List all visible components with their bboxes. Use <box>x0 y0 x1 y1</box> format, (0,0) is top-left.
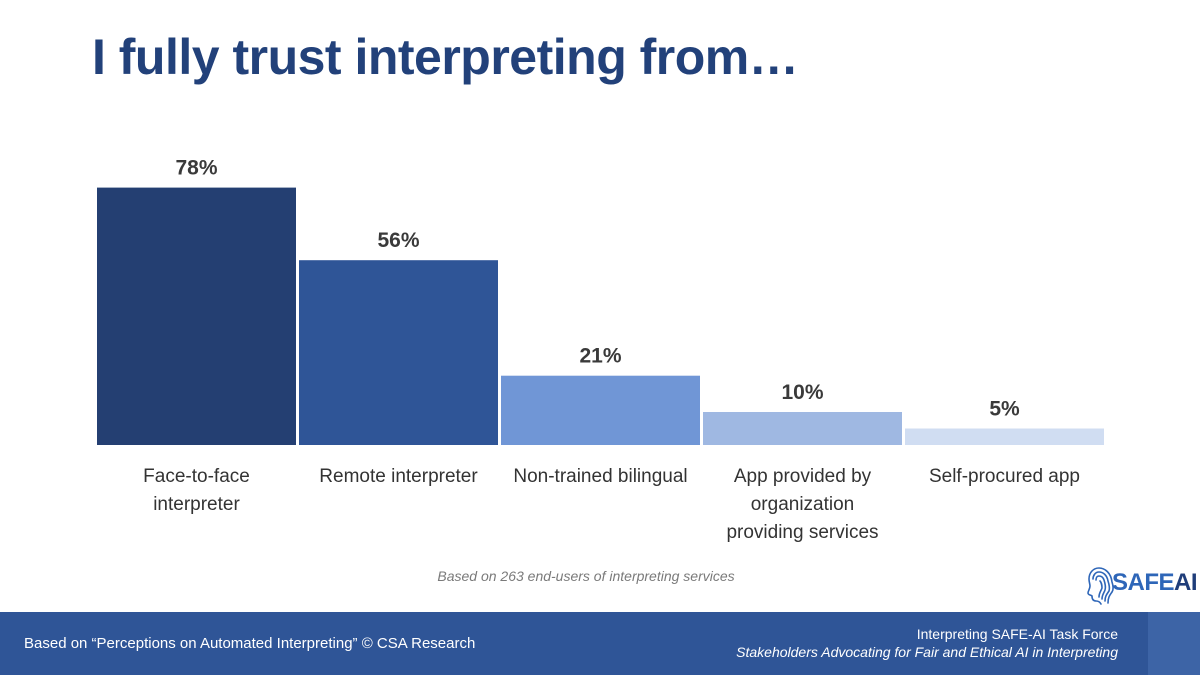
bar-4 <box>703 412 902 445</box>
bars-group <box>97 187 1104 445</box>
logo-ai-text: AI <box>1174 569 1198 596</box>
footer-tagline: Stakeholders Advocating for Fair and Eth… <box>736 644 1118 660</box>
safe-ai-logo: SAFEAI <box>1086 563 1198 607</box>
category-label-3: Non-trained bilingual <box>513 466 687 487</box>
footer-credits: Interpreting SAFE-AI Task Force Stakehol… <box>736 625 1118 661</box>
value-label-3: 21% <box>579 345 621 368</box>
bar-chart: 78% 56% 21% 10% 5% Face-to-face interpreter Re… <box>97 157 1104 543</box>
sample-note: Based on 263 end-users of interpreting s… <box>437 568 735 584</box>
bar-2 <box>299 260 498 445</box>
category-label-2: Remote interpreter <box>319 466 478 487</box>
category-label-4: App provided by organization providing ser… <box>726 466 878 543</box>
slide-title: I fully trust interpreting from… <box>92 29 799 85</box>
footer-corner-block <box>1148 612 1200 675</box>
value-label-2: 56% <box>377 229 419 252</box>
logo-safe-text: SAFE <box>1112 569 1175 596</box>
bar-3 <box>501 375 700 445</box>
footer-org: Interpreting SAFE-AI Task Force <box>916 626 1118 642</box>
fingerprint-head-icon <box>1087 567 1114 605</box>
category-label-5: Self-procured app <box>929 466 1080 487</box>
value-label-1: 78% <box>175 157 217 180</box>
category-label-1: Face-to-face interpreter <box>143 466 250 515</box>
bar-5 <box>905 428 1104 445</box>
footer-source: Based on “Perceptions on Automated Inter… <box>24 635 476 652</box>
category-labels-group: Face-to-face interpreter Remote interprete… <box>143 466 1080 543</box>
value-labels-group: 78% 56% 21% 10% 5% <box>175 157 1020 421</box>
value-label-5: 5% <box>989 398 1020 421</box>
footer-bar: Based on “Perceptions on Automated Inter… <box>0 612 1200 675</box>
bar-1 <box>97 187 296 445</box>
value-label-4: 10% <box>781 381 823 404</box>
